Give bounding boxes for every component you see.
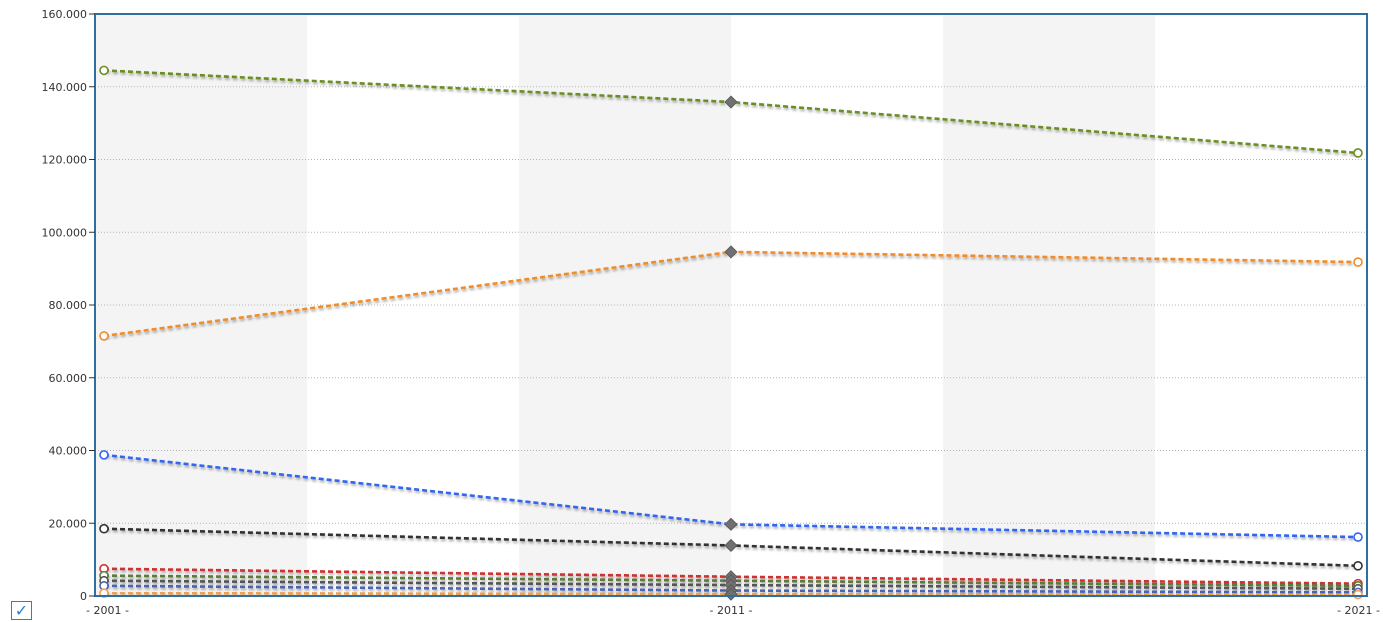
x-tick-label: - 2011 - bbox=[710, 604, 753, 617]
data-point-marker[interactable] bbox=[99, 331, 109, 341]
y-tick-label: 120.000 bbox=[42, 154, 88, 167]
data-point-marker[interactable] bbox=[99, 523, 109, 534]
y-tick-label: 100.000 bbox=[42, 226, 88, 239]
data-point-marker[interactable] bbox=[724, 517, 738, 531]
data-point-marker[interactable] bbox=[724, 538, 738, 553]
check-icon: ✓ bbox=[14, 601, 29, 620]
y-axis-ticks: 0 20.000 40.000 60.000 80.000 100.000 120.000 1… bbox=[42, 8, 95, 603]
y-tick-label: 60.000 bbox=[49, 372, 88, 385]
data-point-marker[interactable] bbox=[1353, 532, 1363, 542]
series-line-3 bbox=[103, 453, 1359, 539]
data-point-marker[interactable] bbox=[724, 245, 738, 259]
x-axis-ticks: - 2001 - - 2011 - - 2021 - bbox=[86, 604, 1380, 617]
x-tick-label: - 2021 - bbox=[1337, 604, 1380, 617]
data-point-marker[interactable] bbox=[1353, 257, 1363, 267]
data-point-marker[interactable] bbox=[724, 95, 738, 109]
y-tick-label: 0 bbox=[80, 590, 87, 603]
y-tick-label: 160.000 bbox=[42, 8, 88, 21]
legend-toggle-checkbox[interactable]: ✓ bbox=[11, 601, 32, 620]
data-point-marker[interactable] bbox=[1353, 148, 1363, 158]
data-point-marker[interactable] bbox=[1353, 561, 1363, 571]
x-tick-label: - 2001 - bbox=[86, 604, 129, 617]
y-tick-label: 140.000 bbox=[42, 81, 88, 94]
data-point-marker[interactable] bbox=[724, 587, 738, 601]
data-point-marker[interactable] bbox=[1353, 589, 1363, 600]
y-tick-label: 20.000 bbox=[49, 517, 88, 530]
data-point-marker[interactable] bbox=[99, 65, 109, 76]
y-tick-label: 80.000 bbox=[49, 299, 88, 312]
y-tick-label: 40.000 bbox=[49, 445, 88, 458]
data-point-marker[interactable] bbox=[99, 450, 109, 460]
